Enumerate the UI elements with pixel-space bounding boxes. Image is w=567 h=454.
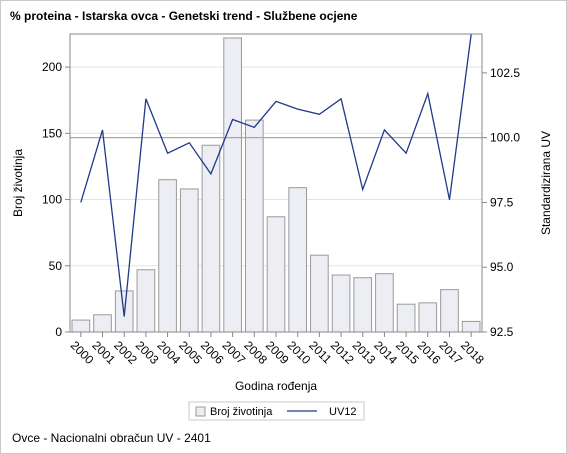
legend[interactable]: Broj životinja UV12: [188, 401, 365, 421]
bar: [244, 119, 264, 333]
uv12-series-line: [80, 33, 472, 317]
y-tick-label: 200: [42, 60, 62, 74]
y-axis-title: Broj životinja: [11, 149, 25, 217]
x-tick-label: 2007: [220, 338, 249, 367]
y2-axis-title: Standardizirana UV: [539, 131, 553, 235]
x-tick-label: 2010: [285, 338, 314, 367]
legend-bar-label: Broj životinja: [210, 406, 273, 418]
y2-tick-label: 102.5: [490, 66, 520, 80]
x-tick-label: 2001: [89, 338, 118, 367]
axes: 05010015020092.595.097.5100.0102.5200020…: [11, 33, 553, 393]
uv-line: [80, 33, 472, 317]
legend-line-label: UV12: [329, 406, 357, 418]
y-tick-label: 100: [42, 193, 62, 207]
y-tick-label: 50: [49, 259, 63, 273]
x-tick-label: 2000: [68, 338, 97, 367]
x-axis-title: Godina rođenja: [235, 379, 317, 393]
x-tick-label: 2011: [306, 338, 334, 366]
x-tick-label: 2014: [371, 338, 400, 367]
x-tick-label: 2017: [436, 338, 465, 367]
legend-bar-swatch: [195, 406, 206, 417]
y-tick-label: 150: [42, 126, 62, 140]
bar: [396, 303, 416, 333]
x-tick-label: 2009: [263, 338, 292, 367]
x-tick-label: 2006: [198, 338, 227, 367]
y-tick-label: 0: [55, 325, 62, 339]
x-tick-label: 2003: [133, 338, 162, 367]
bar: [93, 314, 112, 333]
bar: [331, 274, 351, 333]
x-tick-label: 2018: [458, 338, 487, 367]
bar: [418, 302, 438, 333]
bar: [353, 277, 373, 333]
x-tick-label: 2016: [415, 338, 444, 367]
bar: [310, 254, 329, 333]
bar: [223, 37, 242, 333]
bars: [71, 37, 481, 333]
x-tick-label: 2005: [176, 338, 205, 367]
y2-tick-label: 92.5: [490, 325, 514, 339]
footnote: Ovce - Nacionalni obračun UV - 2401: [12, 431, 211, 445]
legend-box: [188, 401, 365, 421]
x-tick-label: 2013: [350, 338, 379, 367]
bar: [375, 273, 394, 333]
x-tick-label: 2015: [393, 338, 422, 367]
x-tick-label: 2012: [328, 338, 357, 367]
bar: [461, 320, 481, 333]
bar: [136, 269, 156, 333]
bar: [158, 179, 177, 333]
y2-tick-label: 95.0: [490, 260, 514, 274]
bar: [440, 289, 459, 333]
y2-tick-label: 100.0: [490, 131, 520, 145]
y2-tick-label: 97.5: [490, 195, 514, 209]
bar: [71, 319, 91, 333]
x-tick-label: 2008: [241, 338, 270, 367]
chart-title: % proteina - Istarska ovca - Genetski tr…: [10, 9, 358, 23]
x-tick-label: 2004: [154, 338, 183, 367]
bar: [179, 188, 199, 333]
x-tick-label: 2002: [111, 338, 140, 367]
bar: [288, 187, 308, 333]
bar: [266, 216, 286, 333]
